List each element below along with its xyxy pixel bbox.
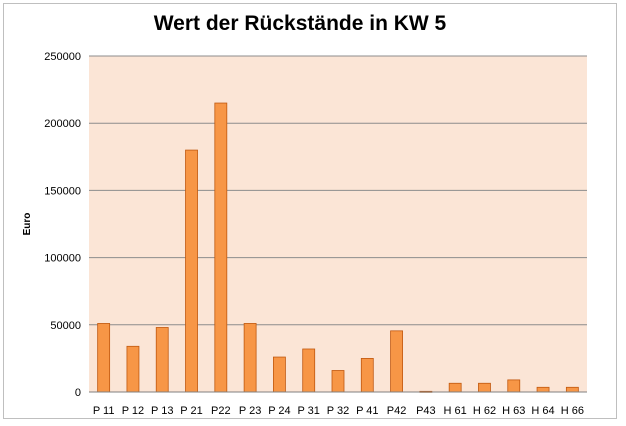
bar — [448, 382, 462, 393]
x-axis-ticks: P 11 P 12 P 13 P 21 P22 P 23 P 24 P 31 P 32 P 41 P… — [93, 405, 584, 417]
x-tick-label: H 64 — [531, 405, 554, 417]
y-axis-label: Euro — [22, 213, 33, 236]
bar — [214, 102, 228, 393]
bar — [97, 323, 111, 393]
x-tick-label: P 32 — [327, 405, 349, 417]
y-tick-label: 150000 — [44, 185, 81, 197]
y-tick-label: 200000 — [44, 118, 81, 130]
x-tick-label: P 12 — [122, 405, 144, 417]
bar — [243, 323, 257, 393]
x-tick-label: H 61 — [444, 405, 467, 417]
y-tick-label: 100000 — [44, 253, 81, 265]
bar — [155, 327, 169, 393]
bar — [360, 357, 374, 393]
x-tick-label: H 62 — [473, 405, 496, 417]
gridlines — [89, 55, 587, 326]
bar — [185, 149, 198, 393]
bar — [565, 386, 579, 393]
x-tick-label: P 13 — [151, 405, 173, 417]
x-tick-label: H 66 — [561, 405, 584, 417]
x-tick-label: P 24 — [268, 405, 290, 417]
y-tick-label: 0 — [75, 387, 81, 399]
x-tick-label: P43 — [416, 405, 436, 417]
y-axis-ticks: 0 50000 100000 150000 200000 250000 — [44, 51, 81, 399]
bar — [390, 330, 403, 393]
x-tick-label: P 31 — [297, 405, 319, 417]
bar — [331, 370, 345, 393]
x-tick-label: P 23 — [239, 405, 261, 417]
x-tick-label: P42 — [387, 405, 407, 417]
y-tick-label: 50000 — [50, 320, 81, 332]
x-tick-label: P22 — [211, 405, 231, 417]
bar — [302, 348, 316, 393]
plot-area — [89, 56, 587, 392]
bar — [478, 382, 491, 393]
bar — [273, 356, 286, 393]
chart-title: Wert der Rückstände in KW 5 — [153, 12, 447, 35]
x-tick-label: P 21 — [180, 405, 202, 417]
bar — [126, 345, 140, 393]
x-tick-label: P 41 — [356, 405, 378, 417]
x-tick-label: P 11 — [93, 405, 115, 417]
bar — [507, 379, 521, 393]
x-tick-label: H 63 — [502, 405, 525, 417]
bar — [536, 386, 550, 393]
y-tick-label: 250000 — [44, 51, 81, 63]
